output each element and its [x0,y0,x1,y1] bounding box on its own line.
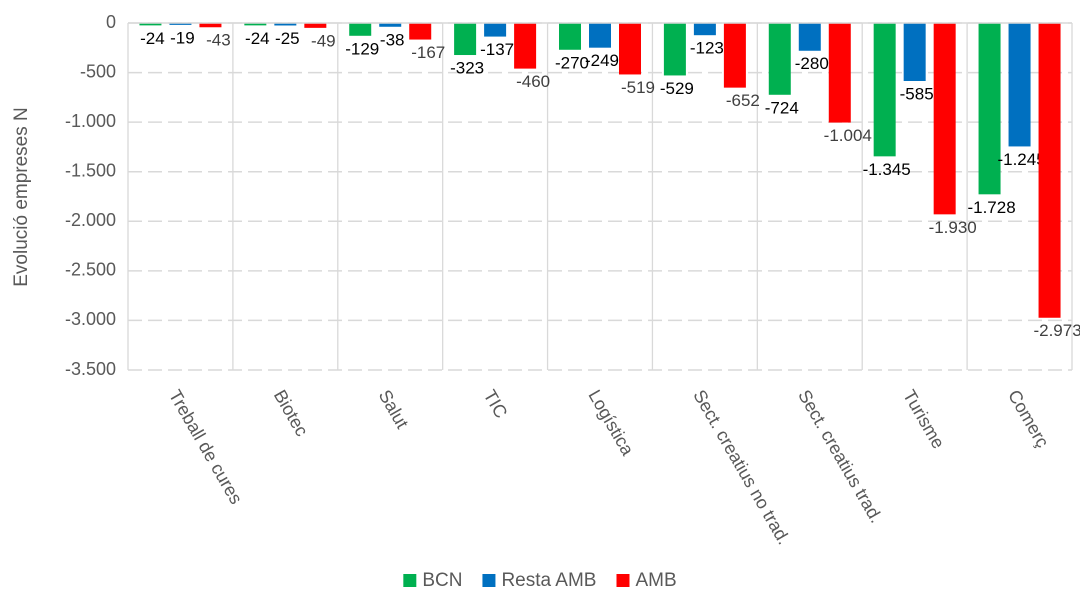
x-tick-label: Biotec [270,386,312,439]
x-tick-label: Logística [584,386,638,459]
bar [978,23,1001,195]
data-label: -24 [245,29,270,48]
bar [798,23,821,51]
bar [199,23,222,28]
bar [514,23,537,69]
bar [1038,23,1061,318]
data-label: -1.930 [929,218,977,237]
y-tick-label: -3.500 [65,359,116,379]
y-tick-label: -1.500 [65,160,116,180]
bar [619,23,641,75]
data-label: -24 [140,29,165,48]
y-tick-label: -500 [80,61,116,81]
data-label: -323 [450,59,484,78]
bar [379,23,402,27]
data-label: -129 [345,39,379,58]
bar [484,23,507,37]
y-tick-label: -1.000 [65,111,116,131]
data-label: -249 [585,51,619,70]
data-label: -2.973 [1033,321,1080,340]
bar [409,23,432,40]
data-label: -1.728 [967,198,1015,217]
bar [873,23,896,157]
legend-swatch [403,574,417,587]
data-label: -137 [480,40,514,59]
y-tick-label: 0 [106,12,116,32]
x-tick-label: Treball de cures [165,386,247,507]
data-label: -43 [206,31,231,50]
x-tick-label: TIC [480,386,512,421]
bar [454,23,477,56]
legend-label: AMB [635,570,676,591]
data-label: -529 [660,79,694,98]
bar [169,23,192,25]
y-tick-label: -3.000 [65,309,116,329]
data-label: -585 [900,84,934,103]
bar [304,23,327,28]
legend-label: BCN [422,570,462,591]
data-label: -19 [170,28,195,47]
y-axis-title: Evolució empreses N [11,107,32,287]
data-label: -25 [275,29,300,48]
x-tick-label: Sect. creatius trad. [794,386,886,526]
legend-label: Resta AMB [501,570,596,591]
data-label: -123 [690,39,724,58]
x-tick-label: Turisme [899,386,948,452]
bar [768,23,791,95]
data-label: -1.345 [863,160,911,179]
data-label: -460 [516,72,550,91]
data-label: -1.004 [824,126,872,145]
data-label: -49 [311,31,336,50]
bar [139,23,162,26]
data-label: -280 [795,54,829,73]
bar [903,23,926,81]
y-tick-label: -2.000 [65,210,116,230]
data-label: -270 [555,53,589,72]
data-label: -1.245 [997,150,1045,169]
bar [244,23,267,26]
bar [828,23,851,123]
data-label: -519 [621,78,655,97]
bar [559,23,581,50]
bar [589,23,611,48]
bar [933,23,956,215]
data-label: -652 [726,91,760,110]
bar [274,23,297,26]
x-tick-label: Comerç [1004,386,1053,451]
data-label: -167 [411,43,445,62]
bar [663,23,686,76]
bar [723,23,746,88]
x-tick-label: Salut [375,386,413,432]
y-tick-label: -2.500 [65,260,116,280]
bar [349,23,372,36]
bar [693,23,716,36]
legend-swatch [482,574,496,587]
legend-swatch [616,574,630,587]
data-label: -724 [765,98,799,117]
data-label: -38 [380,30,405,49]
bar [1008,23,1031,147]
x-tick-label: Sect. creatius no trad. [689,386,794,548]
